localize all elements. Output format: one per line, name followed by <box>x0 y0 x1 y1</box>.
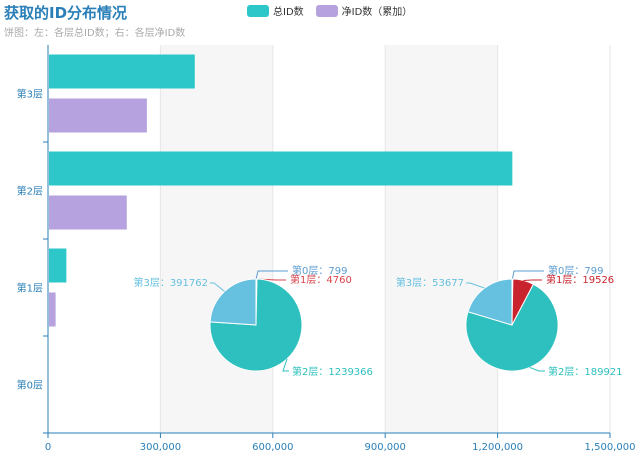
bar-total <box>49 54 195 89</box>
bar-total <box>49 248 67 283</box>
pie-label: 第2层：1239366 <box>292 365 373 378</box>
pie-label: 第3层：391762 <box>133 276 208 289</box>
x-tick-label: 300,000 <box>140 442 181 453</box>
legend-item-total[interactable]: 总ID数 <box>247 3 304 18</box>
grid-band <box>160 45 273 433</box>
legend-label-total: 总ID数 <box>273 7 304 18</box>
pie-slice <box>465 283 559 372</box>
pie-label: 第0层：799 <box>548 264 603 277</box>
pie-label-line <box>255 270 288 280</box>
x-tick-label: 600,000 <box>252 442 293 453</box>
y-tick-label: 第1层 <box>17 282 43 295</box>
legend-label-net: 净ID数（累加） <box>341 7 413 18</box>
legend: 总ID数 净ID数（累加） <box>247 3 412 18</box>
y-tick-label: 第3层 <box>17 88 43 101</box>
legend-item-net[interactable]: 净ID数（累加） <box>315 3 413 18</box>
pie-label-line <box>466 282 485 289</box>
chart-title: 获取的ID分布情况 <box>4 4 128 22</box>
pie-label: 第1层：19526 <box>546 273 614 286</box>
grid-band <box>385 45 498 433</box>
y-tick-label: 第0层 <box>17 379 43 392</box>
x-tick-label: 1,500,000 <box>585 442 636 453</box>
pie-label: 第2层：189921 <box>548 365 623 378</box>
bar-net <box>49 98 147 133</box>
pie-label-line <box>282 358 289 372</box>
pie-label-line <box>529 366 545 372</box>
chart-subtitle: 饼图：左：各层总ID数；右：各层净ID数 <box>4 28 186 39</box>
y-tick-label: 第2层 <box>17 185 43 198</box>
pie-label-line <box>210 282 225 292</box>
bar-net <box>49 195 127 230</box>
pie-label-line <box>511 270 544 280</box>
x-tick-label: 900,000 <box>365 442 406 453</box>
legend-swatch-total <box>247 4 269 17</box>
pie-label: 第3层：53677 <box>396 276 464 289</box>
legend-swatch-net <box>315 4 338 17</box>
bar-total <box>49 151 513 186</box>
x-tick-label: 0 <box>45 442 51 453</box>
pie-slice <box>467 278 513 326</box>
pie-slice <box>209 278 257 326</box>
x-tick-label: 1,200,000 <box>472 442 523 453</box>
bar-net <box>49 292 56 327</box>
pie-label: 第1层：4760 <box>290 273 352 286</box>
pie-label: 第0层：799 <box>292 264 347 277</box>
